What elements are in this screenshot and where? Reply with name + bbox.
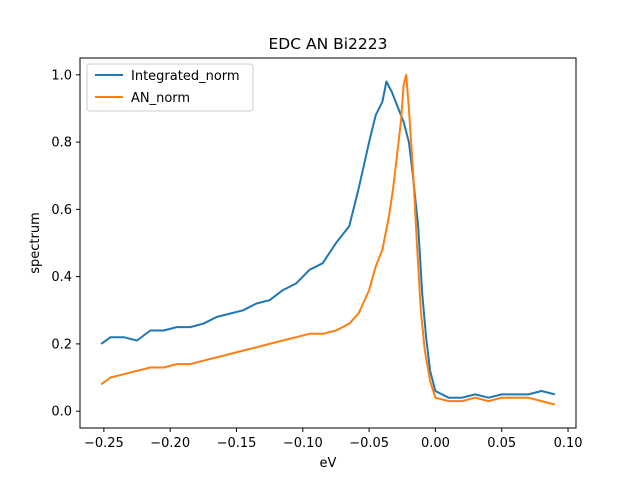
series-line-integrated-norm <box>100 80 556 399</box>
legend-label-an-norm: AN_norm <box>131 91 190 106</box>
y-tick-label: 0.2 <box>51 337 72 352</box>
legend: Integrated_norm AN_norm <box>86 63 254 112</box>
x-tick-label: −0.10 <box>283 436 323 451</box>
legend-label-integrated-norm: Integrated_norm <box>131 69 240 84</box>
y-tick-label: 0.8 <box>51 136 72 151</box>
legend-box <box>86 63 254 112</box>
y-axis: 0.0 0.2 0.4 0.6 0.8 1.0 <box>51 68 80 420</box>
y-tick-label: 1.0 <box>51 68 72 83</box>
series-layer <box>100 73 556 406</box>
plot-area: −0.25 −0.20 −0.15 −0.10 −0.05 0.00 0.05 0.10 0.… <box>51 57 583 451</box>
x-tick-label: −0.25 <box>84 436 124 451</box>
x-axis: −0.25 −0.20 −0.15 −0.10 −0.05 0.00 0.05 0.10 <box>84 428 583 451</box>
x-tick-label: 0.00 <box>421 436 450 451</box>
y-axis-label: spectrum <box>28 212 43 274</box>
y-tick-label: 0.6 <box>51 203 72 218</box>
axes-frame <box>79 57 577 429</box>
y-tick-label: 0.0 <box>51 405 72 420</box>
y-tick-label: 0.4 <box>51 270 72 285</box>
x-tick-label: −0.15 <box>217 436 257 451</box>
x-tick-label: 0.05 <box>487 436 516 451</box>
chart-title: EDC AN Bi2223 <box>269 35 388 53</box>
x-tick-label: 0.10 <box>554 436 583 451</box>
x-tick-label: −0.20 <box>150 436 190 451</box>
x-tick-label: −0.05 <box>349 436 389 451</box>
x-axis-label: eV <box>320 456 337 471</box>
series-line-an-norm <box>100 73 556 406</box>
